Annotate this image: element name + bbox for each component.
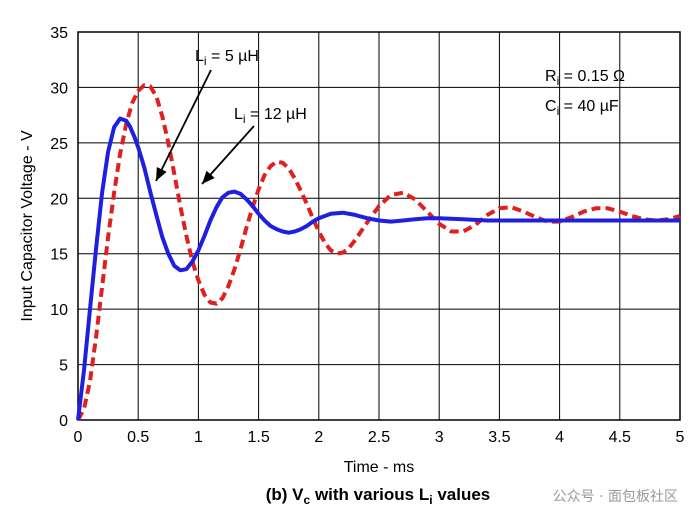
arrow-li-5uh-line <box>155 69 212 182</box>
grid <box>77 31 681 421</box>
annotation-arrows <box>155 69 255 185</box>
arrow-li-5uh-head <box>156 167 167 181</box>
annotation-ci: Ci = 40 µF <box>545 98 619 118</box>
y-tick-label: 0 <box>59 413 68 430</box>
arrow-li-12uh-head <box>202 170 215 184</box>
annotation-ri: Ri = 0.15 Ω <box>545 68 625 88</box>
x-tick-label: 2 <box>314 429 323 446</box>
x-tick-labels: 0 0.5 1 1.5 2 2.5 3 3.5 4 4.5 5 <box>74 429 685 446</box>
series-line-0 <box>76 116 680 421</box>
arrow-li-12uh-line <box>201 125 255 185</box>
y-tick-label: 35 <box>50 25 68 42</box>
x-tick-label: 2.5 <box>368 429 390 446</box>
y-tick-label: 10 <box>50 302 68 319</box>
figure-caption: (b) Vc with various Li values <box>266 485 491 507</box>
annotation-li-5uh: Li = 5 µH <box>195 48 259 68</box>
x-tick-label: 4.5 <box>609 429 631 446</box>
y-tick-label: 30 <box>50 80 68 97</box>
y-tick-label: 15 <box>50 247 68 264</box>
x-tick-label: 5 <box>676 429 685 446</box>
plot-frame <box>77 31 681 421</box>
series-line-1 <box>76 83 681 421</box>
x-tick-label: 1 <box>194 429 203 446</box>
x-axis-title: Time - ms <box>344 459 415 476</box>
y-axis-title: Input Capacitor Voltage - V <box>19 130 36 322</box>
x-tick-label: 0.5 <box>127 429 149 446</box>
series-lines <box>76 83 681 421</box>
x-tick-label: 3 <box>435 429 444 446</box>
y-tick-label: 20 <box>50 191 68 208</box>
x-tick-label: 3.5 <box>488 429 510 446</box>
y-tick-label: 25 <box>50 136 68 153</box>
y-tick-label: 5 <box>59 358 68 375</box>
watermark: 公众号 · 面包板社区 <box>553 489 678 505</box>
x-tick-label: 0 <box>74 429 83 446</box>
annotation-li-12uh: Li = 12 µH <box>234 106 307 126</box>
x-tick-label: 1.5 <box>247 429 269 446</box>
y-tick-labels: 0 5 10 15 20 25 30 35 <box>50 25 68 430</box>
x-tick-label: 4 <box>555 429 564 446</box>
